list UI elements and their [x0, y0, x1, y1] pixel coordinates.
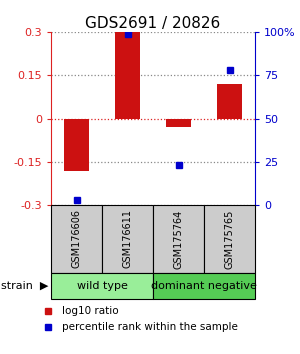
Text: GSM175764: GSM175764	[173, 209, 184, 269]
Bar	[153, 273, 255, 299]
Text: GSM176611: GSM176611	[122, 210, 133, 268]
Bar	[153, 205, 204, 273]
Bar	[102, 205, 153, 273]
Text: wild type: wild type	[76, 281, 128, 291]
Text: strain  ▶: strain ▶	[1, 281, 48, 291]
Bar	[204, 205, 255, 273]
Bar	[64, 119, 89, 171]
Text: GSM175765: GSM175765	[224, 209, 235, 269]
Text: log10 ratio: log10 ratio	[62, 306, 118, 316]
Bar	[51, 273, 153, 299]
Title: GDS2691 / 20826: GDS2691 / 20826	[85, 16, 220, 31]
Bar	[217, 84, 242, 119]
Bar	[166, 119, 191, 127]
Bar	[51, 205, 102, 273]
Text: GSM176606: GSM176606	[71, 210, 82, 268]
Bar	[115, 32, 140, 119]
Text: percentile rank within the sample: percentile rank within the sample	[62, 321, 238, 332]
Text: dominant negative: dominant negative	[151, 281, 257, 291]
